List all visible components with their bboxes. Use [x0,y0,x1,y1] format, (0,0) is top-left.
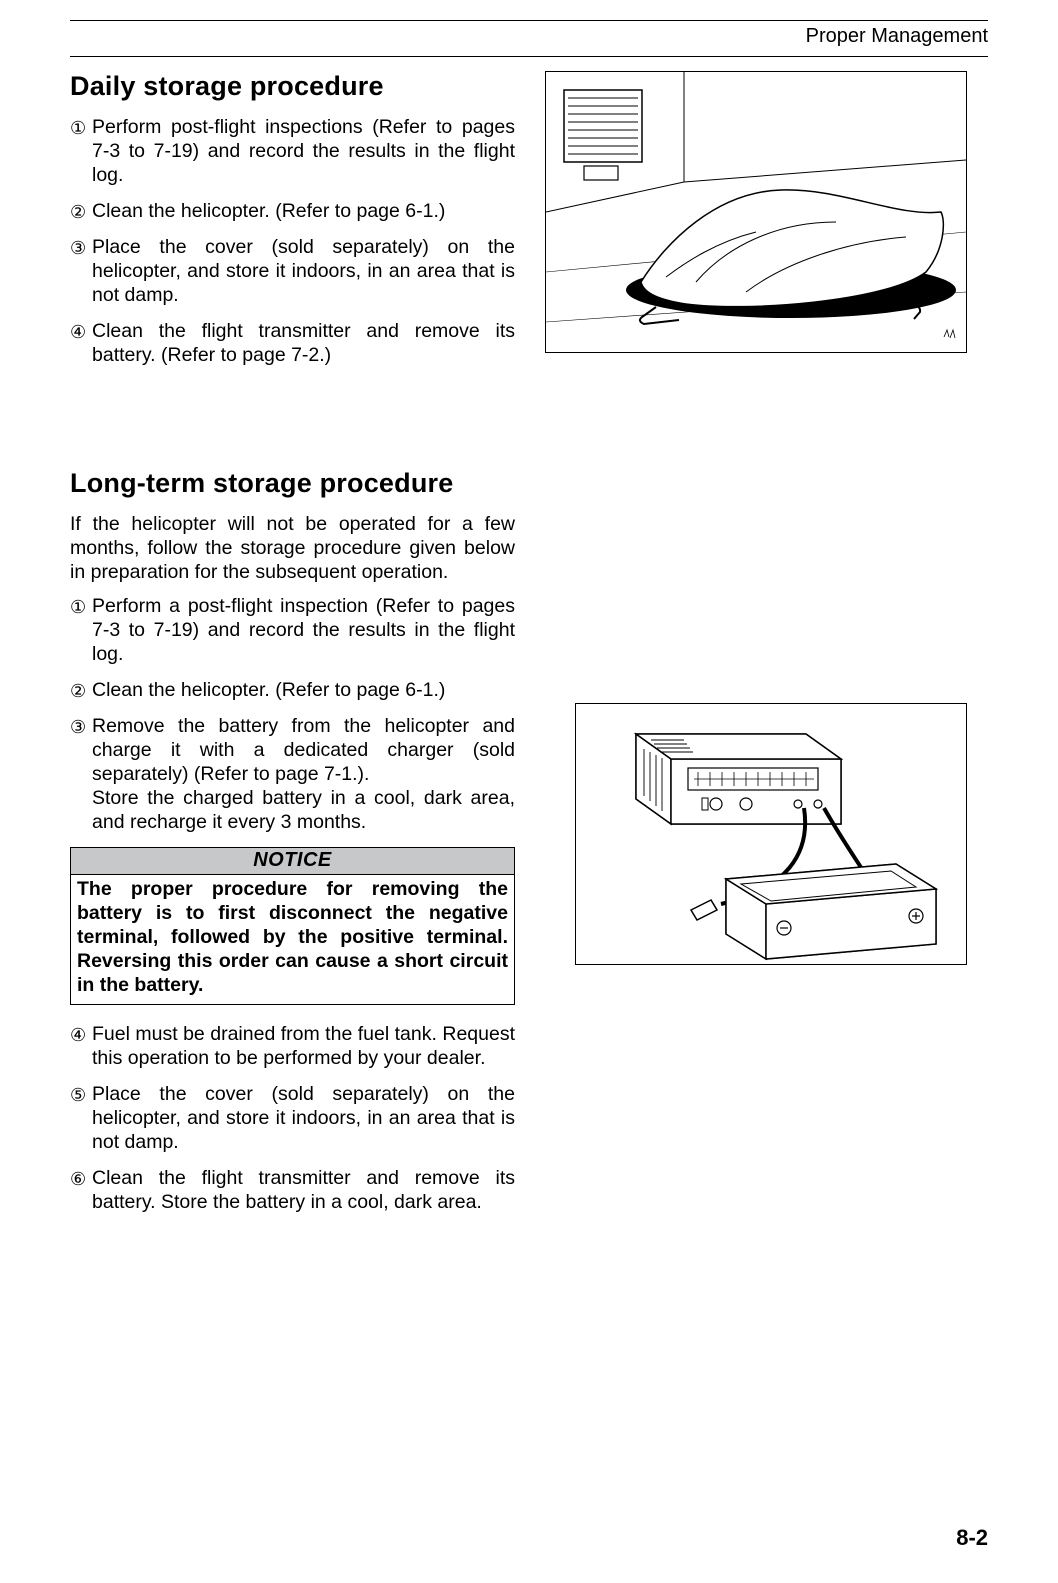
section2-step-5: ⑤ Place the cover (sold separately) on t… [70,1083,515,1155]
chapter-rule [70,56,988,57]
step-text: Fuel must be drained from the fuel tank.… [92,1023,515,1071]
step-text: Clean the flight transmitter and remove … [92,320,515,368]
step-marker: ① [70,595,92,619]
section2-wrap: Long-term storage procedure If the helic… [70,468,515,1215]
columns-1: Daily storage procedure ① Perform post-f… [70,71,988,1226]
step-text: Remove the battery from the helicopter a… [92,715,515,835]
section2-intro: If the helicopter will not be operated f… [70,513,515,585]
section2-step-2: ② Clean the helicopter. (Refer to page 6… [70,679,515,703]
step-marker: ⑤ [70,1083,92,1107]
notice-box: NOTICE The proper procedure for removing… [70,847,515,1005]
top-rule [70,20,988,21]
step-text: Clean the helicopter. (Refer to page 6-1… [92,200,515,224]
battery-charger-icon [576,704,966,964]
step-marker: ② [70,679,92,703]
step-text: Perform post-flight inspections (Refer t… [92,116,515,188]
notice-body: The proper procedure for removing the ba… [71,875,514,1004]
section1-step-3: ③ Place the cover (sold separately) on t… [70,236,515,308]
section1-step-1: ① Perform post-flight inspections (Refer… [70,116,515,188]
step-marker: ③ [70,236,92,260]
section2-step-6: ⑥ Clean the flight transmitter and remov… [70,1167,515,1215]
step-marker: ③ [70,715,92,739]
col-right [545,71,988,1226]
step-marker: ④ [70,1023,92,1047]
section1-step-4: ④ Clean the flight transmitter and remov… [70,320,515,368]
notice-head: NOTICE [71,848,514,875]
section2-step-4: ④ Fuel must be drained from the fuel tan… [70,1023,515,1071]
section2-title: Long-term storage procedure [70,468,515,499]
step-marker: ⑥ [70,1167,92,1191]
step-marker: ② [70,200,92,224]
section1-step-2: ② Clean the helicopter. (Refer to page 6… [70,200,515,224]
step-marker: ④ [70,320,92,344]
step-text: Place the cover (sold separately) on the… [92,1083,515,1155]
section2-step-1: ① Perform a post-flight inspection (Refe… [70,595,515,667]
step-text: Clean the helicopter. (Refer to page 6-1… [92,679,515,703]
step-text: Place the cover (sold separately) on the… [92,236,515,308]
page-number: 8-2 [956,1525,988,1551]
step-text: Clean the flight transmitter and remove … [92,1167,515,1215]
step-marker: ① [70,116,92,140]
col-left-1: Daily storage procedure ① Perform post-f… [70,71,515,1226]
section2-step-3: ③ Remove the battery from the helicopter… [70,715,515,835]
covered-helicopter-icon [546,72,966,352]
step-text: Perform a post-flight inspection (Refer … [92,595,515,667]
figure-covered-helicopter [545,71,967,353]
section1-title: Daily storage procedure [70,71,515,102]
figure-battery-charger [575,703,967,965]
page: Proper Management Daily storage procedur… [0,0,1058,1583]
chapter-title: Proper Management [70,25,988,48]
